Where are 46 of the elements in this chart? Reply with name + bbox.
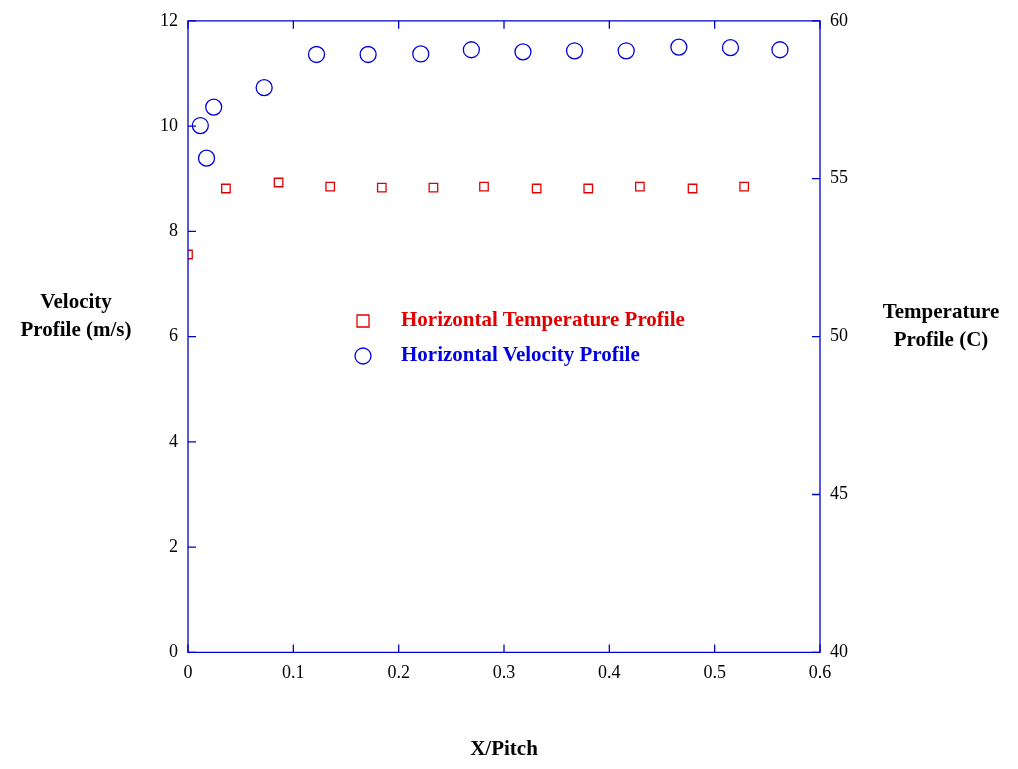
point [583, 183, 594, 194]
point [531, 183, 542, 194]
y-axis-title: Velocity Profile (m/s) [20, 289, 132, 342]
y2-tick-label: 60 [830, 9, 848, 30]
y2-tick-label: 50 [830, 325, 848, 346]
x-tick-label: 0.3 [492, 661, 516, 682]
point [325, 181, 336, 192]
y-tick-label: 8 [169, 220, 178, 241]
legend-label: Horizontal Temperature Profile [401, 307, 685, 332]
x-tick-label: 0.6 [808, 661, 832, 682]
point [617, 42, 635, 60]
point [376, 182, 387, 193]
y2-tick-label: 55 [830, 167, 848, 188]
point [462, 41, 480, 59]
y-tick-label: 10 [160, 114, 178, 135]
y-tick-label: 12 [160, 9, 178, 30]
y2-axis-title: Temperature Profile (C) [882, 299, 1000, 352]
point [307, 45, 326, 64]
point [197, 149, 216, 167]
y2-tick-label: 40 [830, 641, 848, 662]
point [771, 41, 789, 59]
point [739, 181, 750, 192]
x-tick-label: 0.4 [598, 661, 621, 682]
y-tick-label: 4 [169, 430, 178, 451]
y2-tick-label: 45 [830, 483, 848, 504]
point [255, 78, 273, 97]
y-tick-label: 0 [169, 641, 178, 662]
x-tick-label: 0 [183, 661, 193, 682]
point [221, 183, 231, 194]
y-tick-label: 2 [169, 535, 178, 556]
x-tick-label: 0.1 [282, 661, 305, 682]
point [205, 98, 223, 116]
point [191, 116, 209, 135]
point [412, 45, 430, 63]
x-tick-label: 0.2 [387, 661, 410, 682]
point [634, 181, 645, 192]
point [359, 45, 377, 64]
x-axis-title: X/Pitch [470, 736, 539, 761]
point [721, 38, 740, 57]
point [670, 38, 688, 56]
point [479, 181, 489, 192]
x-tick-label: 0.5 [703, 661, 726, 682]
legend-label: Horizontal Velocity Profile [401, 342, 640, 367]
y-tick-label: 6 [169, 325, 178, 346]
point [565, 42, 584, 60]
point [514, 43, 532, 61]
